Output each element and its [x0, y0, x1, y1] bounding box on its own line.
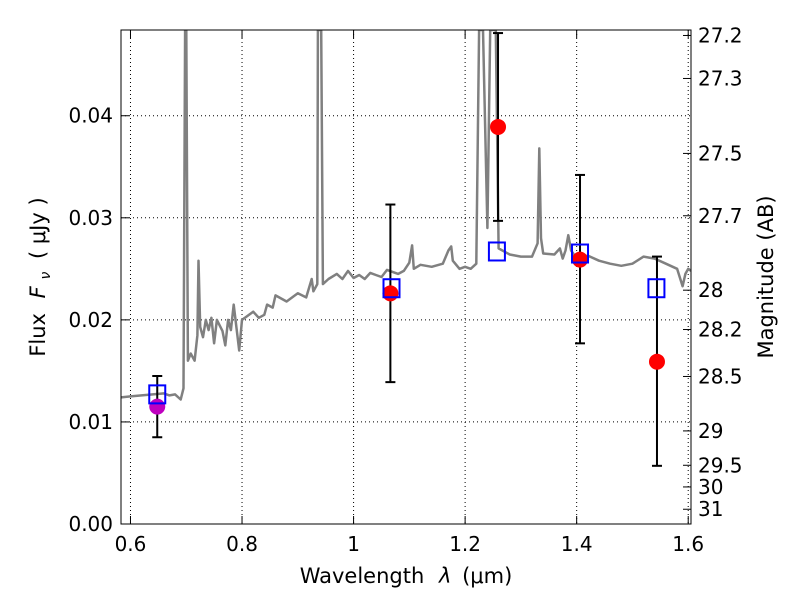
data-point [382, 285, 399, 302]
mag-tick-label: 31 [698, 497, 723, 521]
x-tick-label: 0.6 [115, 532, 147, 556]
y-tick-label: 0.00 [68, 512, 113, 536]
spectrum-layer [121, 30, 691, 401]
model-square-marker [382, 278, 401, 299]
model-square-marker [148, 384, 167, 405]
axis-ticks [121, 30, 691, 525]
plot-background [121, 30, 691, 524]
spectrum-line [121, 30, 691, 401]
mag-tick-label: 27.5 [698, 141, 743, 165]
y-tick-label: 0.04 [68, 104, 113, 128]
plot-frame [120, 29, 692, 525]
y-tick-label: 0.01 [68, 410, 113, 434]
x-tick-label: 1 [347, 532, 360, 556]
data-point [149, 398, 166, 415]
data-point [490, 118, 507, 135]
mag-tick-label: 29.5 [698, 453, 743, 477]
mag-tick-label: 27.7 [698, 204, 743, 228]
y-tick-label: 0.03 [68, 206, 113, 230]
mag-tick-label: 28 [698, 278, 723, 302]
x-tick-label: 1.2 [449, 532, 481, 556]
y-axis-label-left: Flux F ν ( μJy ) [26, 197, 55, 356]
x-tick-label: 1.6 [672, 532, 704, 556]
model-square-marker [487, 241, 506, 262]
y-tick-label: 0.02 [68, 308, 113, 332]
marker-layer [148, 118, 666, 415]
grid-lines [121, 30, 691, 524]
model-square-marker [571, 243, 590, 264]
mag-tick-label: 30 [698, 475, 723, 499]
x-tick-label: 0.8 [226, 532, 258, 556]
mag-tick-label: 27.2 [698, 23, 743, 47]
tick-labels: 0.6 0.8 1 1.2 1.4 1.6 0.00 0.01 0.02 0.03 0.04 27.2… [68, 23, 742, 556]
data-point [572, 251, 589, 268]
data-point [648, 353, 665, 370]
x-axis-label: Wavelength λ (μm) [300, 564, 513, 588]
x-tick-label: 1.4 [561, 532, 593, 556]
mag-tick-label: 28.2 [698, 318, 743, 342]
mag-tick-label: 27.3 [698, 66, 743, 90]
y-axis-label-right: Magnitude (AB) [754, 195, 778, 358]
mag-tick-label: 29 [698, 419, 723, 443]
mag-tick-label: 28.5 [698, 364, 743, 388]
model-square-marker [647, 278, 666, 299]
